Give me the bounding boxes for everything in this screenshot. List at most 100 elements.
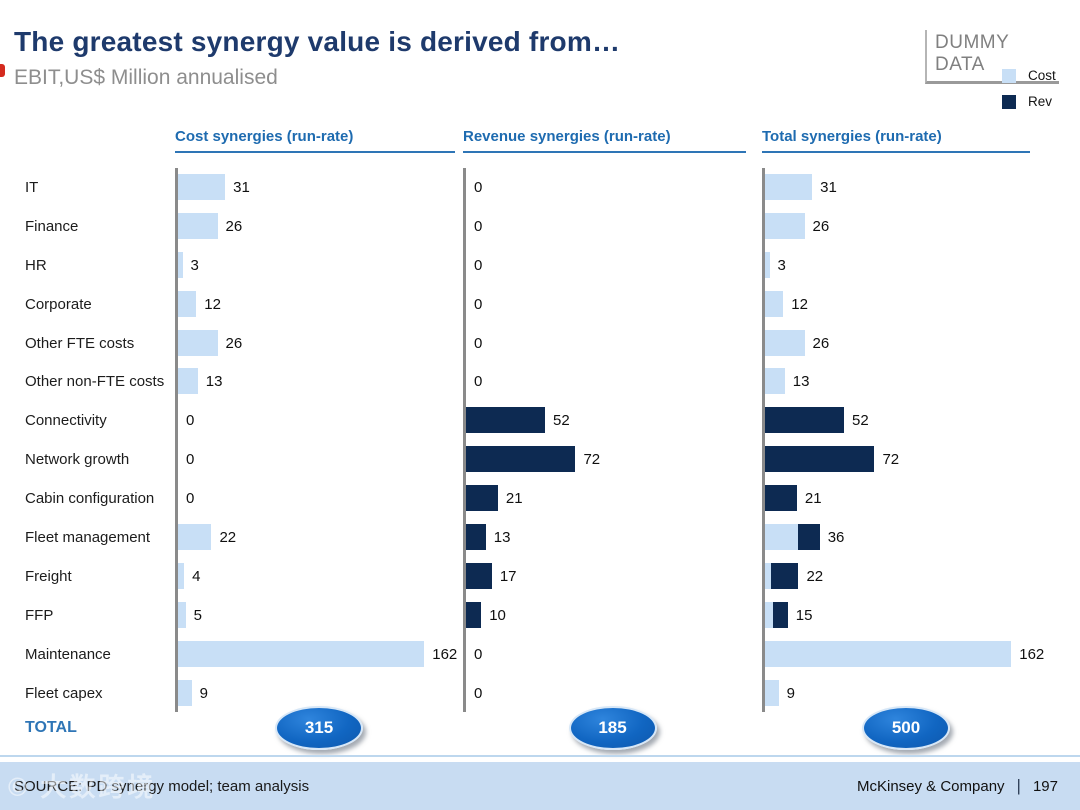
panel-cost-synergies: 31 26 3 12 26 13 0 0 0 22 4 5 162 9 bbox=[175, 168, 463, 713]
bar-segment-cost bbox=[178, 329, 218, 356]
chart-body: IT Finance HR Corporate Other FTE costs Other… bbox=[0, 168, 1050, 713]
legend-item-cost: Cost bbox=[1002, 68, 1056, 83]
rev-swatch-icon bbox=[1002, 94, 1016, 109]
bar-value-label: 0 bbox=[186, 490, 195, 508]
category-label: Freight bbox=[25, 567, 72, 585]
bar-value-label: 22 bbox=[219, 528, 237, 546]
bar-segment-rev bbox=[466, 524, 486, 551]
bar-value-label: 36 bbox=[827, 528, 845, 546]
bar-value-label: 21 bbox=[804, 490, 822, 508]
bar-row: 3 bbox=[178, 246, 463, 285]
bar-value-label: 162 bbox=[432, 645, 458, 663]
bar-row: 26 bbox=[178, 324, 463, 363]
bar-value-label: 13 bbox=[792, 373, 810, 391]
bar-row: 72 bbox=[466, 440, 762, 479]
bar-segment-rev bbox=[466, 407, 546, 434]
bar-value-label: 26 bbox=[225, 334, 243, 352]
bar-row: 5 bbox=[178, 596, 463, 635]
total-cell-total: 500 bbox=[762, 706, 1050, 750]
bar-segment-cost bbox=[765, 212, 805, 239]
bar-value-label: 0 bbox=[186, 451, 195, 469]
bar-value-label: 3 bbox=[190, 256, 199, 274]
total-row-label: TOTAL bbox=[25, 719, 77, 736]
bar-row: 31 bbox=[765, 168, 1050, 207]
bar-segment-cost bbox=[765, 524, 799, 551]
bar-row: 0 bbox=[466, 362, 762, 401]
bar-value-label: 72 bbox=[583, 451, 601, 469]
bar-row: 52 bbox=[466, 401, 762, 440]
bar-segment-cost bbox=[765, 679, 779, 706]
category-label: Other FTE costs bbox=[25, 334, 135, 352]
bar-row: 9 bbox=[765, 674, 1050, 713]
bar-value-label: 21 bbox=[505, 490, 523, 508]
bar-row: 0 bbox=[466, 635, 762, 674]
footer-divider bbox=[0, 755, 1080, 757]
bar-row: 21 bbox=[765, 479, 1050, 518]
bar-value-label: 0 bbox=[474, 334, 483, 352]
bar-value-label: 13 bbox=[493, 528, 511, 546]
cost-swatch-icon bbox=[1002, 68, 1016, 83]
bar-row: 17 bbox=[466, 557, 762, 596]
bar-segment-cost bbox=[178, 368, 198, 395]
category-label: Connectivity bbox=[25, 412, 107, 430]
bar-row: 36 bbox=[765, 518, 1050, 557]
source-note: SOURCE: PD synergy model; team analysis bbox=[14, 777, 310, 795]
bar-row: 0 bbox=[178, 440, 463, 479]
footer-brand-wrap: McKinsey & Company | 197 bbox=[857, 776, 1058, 796]
bar-row: 72 bbox=[765, 440, 1050, 479]
bar-segment-cost bbox=[178, 601, 186, 628]
bar-segment-rev bbox=[765, 407, 845, 434]
category-label: Other non-FTE costs bbox=[25, 373, 165, 391]
category-label: IT bbox=[25, 178, 39, 196]
bar-row: 0 bbox=[466, 246, 762, 285]
category-label: Fleet capex bbox=[25, 684, 103, 702]
bar-segment-cost bbox=[765, 368, 785, 395]
bar-segment-cost bbox=[765, 174, 813, 200]
bar-segment-rev bbox=[466, 601, 482, 628]
bar-segment-cost bbox=[178, 640, 425, 667]
bar-row: 0 bbox=[466, 674, 762, 713]
category-label: Finance bbox=[25, 217, 79, 235]
bar-row: 13 bbox=[765, 362, 1050, 401]
bar-row: 0 bbox=[178, 479, 463, 518]
bar-value-label: 26 bbox=[225, 217, 243, 235]
bar-row: 22 bbox=[178, 518, 463, 557]
bar-value-label: 31 bbox=[820, 178, 837, 196]
bar-segment-rev bbox=[466, 562, 492, 589]
bar-value-label: 0 bbox=[474, 256, 483, 274]
panel-headers: Cost synergies (run-rate) Revenue synerg… bbox=[0, 128, 1050, 153]
bar-row: 13 bbox=[466, 518, 762, 557]
bar-row: 0 bbox=[466, 285, 762, 324]
bar-value-label: 0 bbox=[474, 295, 483, 313]
page-number: 197 bbox=[1032, 777, 1058, 795]
bar-row: 162 bbox=[178, 635, 463, 674]
panel-revenue-synergies: 0 0 0 0 0 0 52 72 21 13 17 10 0 0 bbox=[463, 168, 762, 713]
screen-edge-artifact bbox=[0, 64, 5, 77]
legend-label-cost: Cost bbox=[1028, 68, 1056, 83]
dummy-data-stamp: DUMMY DATA bbox=[925, 30, 1059, 84]
bar-segment-cost bbox=[765, 329, 805, 356]
bar-value-label: 13 bbox=[205, 373, 223, 391]
bar-segment-cost bbox=[178, 212, 218, 239]
bar-value-label: 26 bbox=[812, 334, 830, 352]
bar-segment-cost bbox=[178, 290, 197, 317]
panel-header-total: Total synergies (run-rate) bbox=[762, 128, 1030, 153]
bar-row: 4 bbox=[178, 557, 463, 596]
page-title: The greatest synergy value is derived fr… bbox=[14, 26, 621, 57]
bar-segment-cost bbox=[178, 174, 226, 200]
bar-row: 22 bbox=[765, 557, 1050, 596]
bar-segment-cost bbox=[178, 251, 183, 278]
bar-row: 15 bbox=[765, 596, 1050, 635]
bar-segment-rev bbox=[771, 562, 799, 589]
bar-segment-cost bbox=[178, 562, 185, 589]
bar-row: 0 bbox=[178, 401, 463, 440]
category-label: Cabin configuration bbox=[25, 490, 155, 508]
category-label: Fleet management bbox=[25, 528, 151, 546]
category-label: Corporate bbox=[25, 295, 92, 313]
header-spacer bbox=[0, 128, 175, 153]
page-subtitle: EBIT,US$ Million annualised bbox=[14, 66, 278, 89]
bar-value-label: 162 bbox=[1019, 645, 1045, 663]
category-label: FFP bbox=[25, 606, 54, 624]
panel-header-cost: Cost synergies (run-rate) bbox=[175, 128, 455, 153]
bar-row: 9 bbox=[178, 674, 463, 713]
